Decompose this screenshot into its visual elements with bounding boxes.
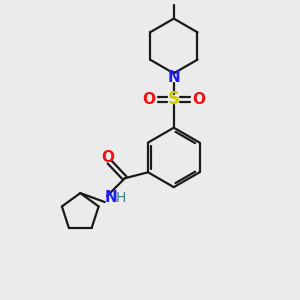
- Text: S: S: [168, 91, 180, 109]
- Text: O: O: [142, 92, 155, 107]
- Text: N: N: [104, 190, 117, 205]
- Text: N: N: [167, 70, 180, 85]
- Text: O: O: [192, 92, 205, 107]
- Text: O: O: [101, 150, 114, 165]
- Text: H: H: [115, 190, 126, 205]
